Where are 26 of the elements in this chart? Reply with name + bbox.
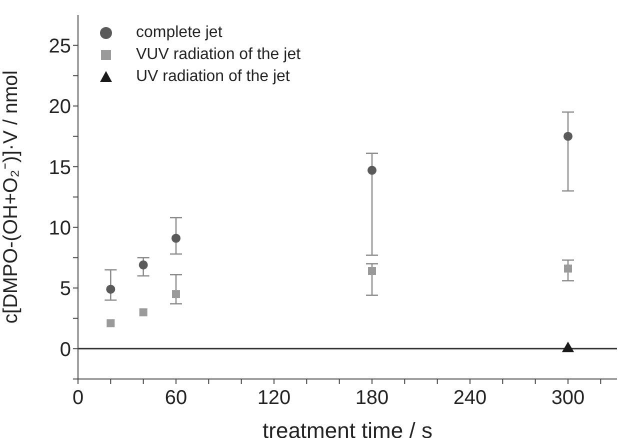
x-axis-title: treatment time / s	[262, 418, 432, 438]
y-tick-label: 25	[48, 35, 71, 58]
x-tick-label: 180	[355, 387, 389, 410]
y-tick-label: 0	[60, 338, 71, 361]
point	[138, 260, 148, 270]
x-tick-label: 300	[551, 387, 585, 410]
y-tick-label: 5	[60, 278, 71, 300]
point	[106, 319, 115, 328]
point	[139, 308, 148, 316]
legend-label: VUV radiation of the jet	[136, 45, 301, 65]
y-axis-title: c[DMPO-(OH+O₂⁻)]·V / nmol	[0, 70, 22, 324]
point	[368, 267, 376, 276]
legend-label: UV radiation of the jet	[136, 67, 290, 87]
point	[564, 264, 572, 273]
y-tick-label: 10	[48, 217, 71, 240]
x-tick-label: 120	[257, 387, 291, 410]
point	[367, 166, 377, 175]
point	[172, 290, 180, 298]
x-tick-label: 240	[453, 387, 487, 410]
point	[563, 132, 573, 141]
legend-label: complete jet	[136, 23, 222, 43]
y-tick-label: 15	[48, 156, 71, 179]
x-tick-label: 60	[164, 387, 188, 410]
point	[106, 284, 116, 294]
y-tick-label: 20	[48, 96, 71, 118]
point	[171, 234, 181, 243]
